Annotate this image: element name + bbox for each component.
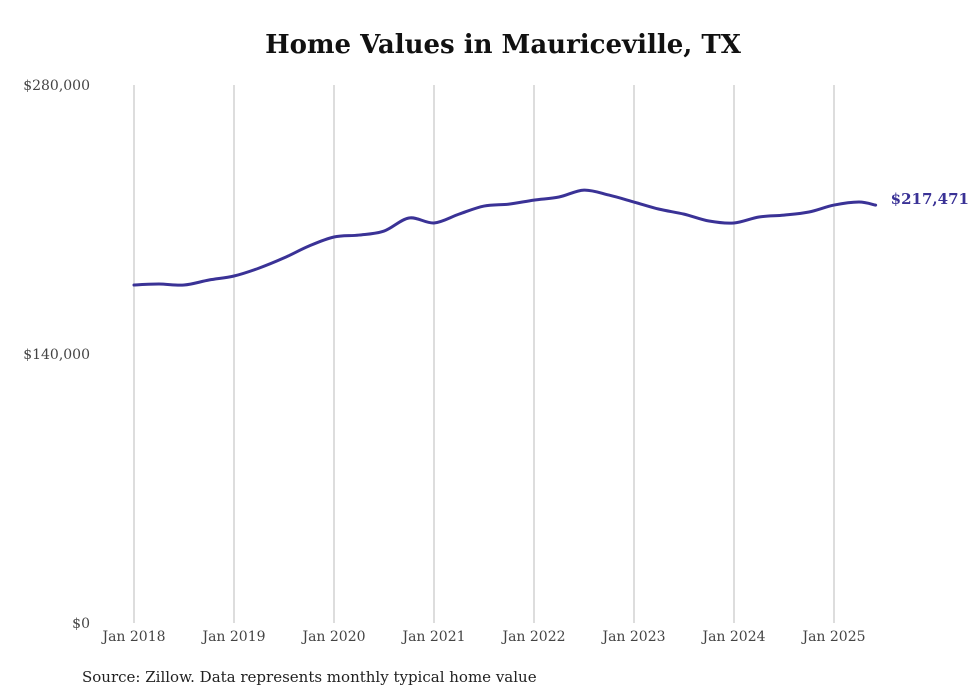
x-tick-label: Jan 2019	[200, 629, 265, 645]
x-tick-label: Jan 2020	[300, 629, 365, 645]
series-line	[132, 188, 878, 287]
y-tick-label: $280,000	[23, 78, 90, 94]
y-tick-label: $140,000	[23, 347, 90, 363]
end-value-label: $217,471	[891, 190, 969, 208]
x-tick-label: Jan 2024	[700, 629, 765, 645]
x-tick-label: Jan 2025	[800, 629, 865, 645]
source-note: Source: Zillow. Data represents monthly …	[82, 668, 537, 686]
x-tick-label: Jan 2021	[400, 629, 465, 645]
x-tick-label: Jan 2018	[100, 629, 165, 645]
y-tick-label: $0	[72, 616, 90, 632]
x-tick-label: Jan 2022	[500, 629, 565, 645]
x-tick-label: Jan 2023	[600, 629, 665, 645]
chart-title: Home Values in Mauriceville, TX	[265, 30, 741, 60]
